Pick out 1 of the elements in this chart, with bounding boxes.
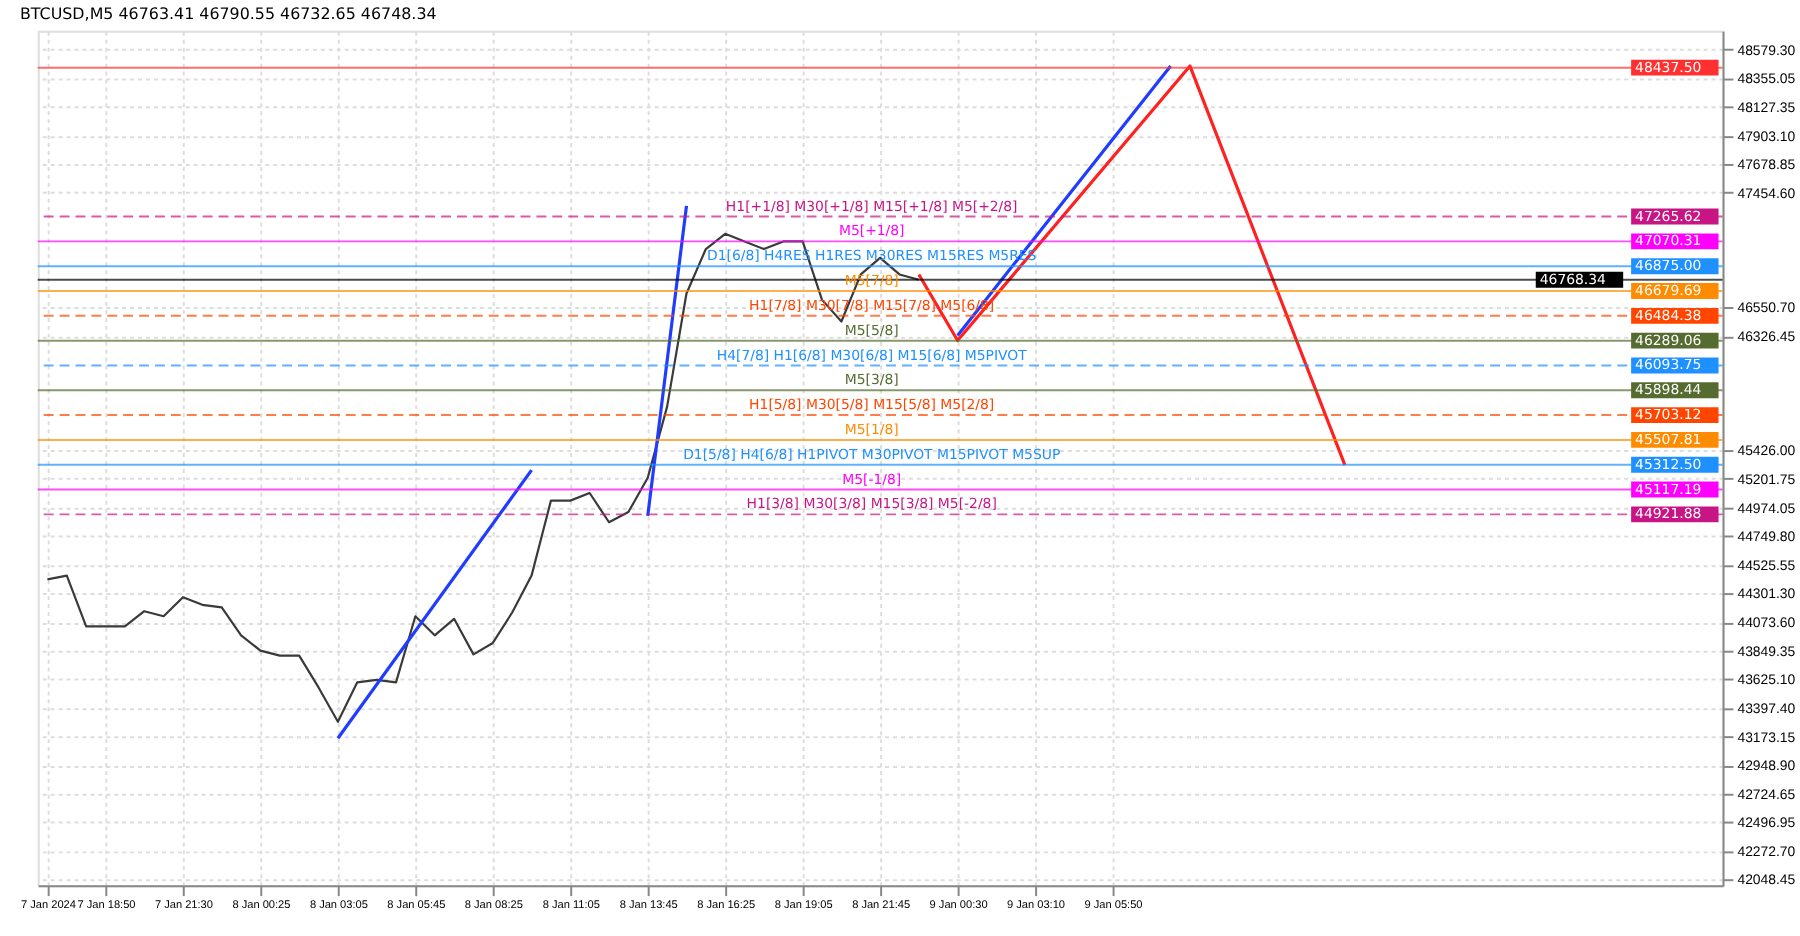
chart-title: BTCUSD,M5 46763.41 46790.55 46732.65 46748.34 xyxy=(19,4,437,23)
